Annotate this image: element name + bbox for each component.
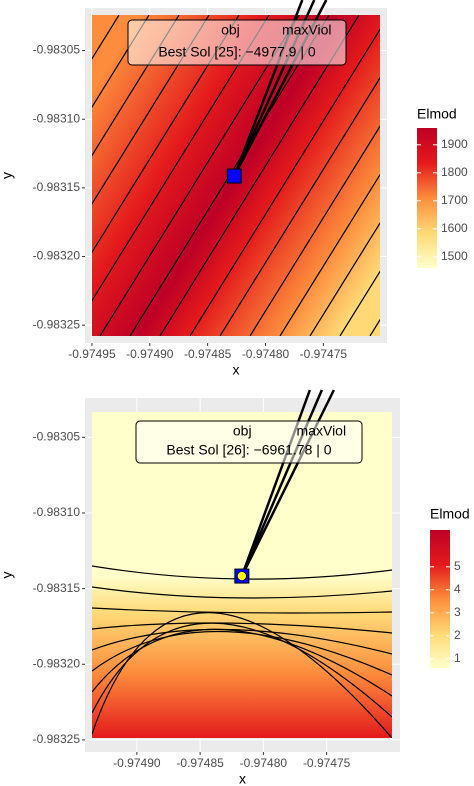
contour-line (189, 28, 380, 336)
x-tick-label: -0.97485 (184, 347, 232, 361)
colorbar (417, 128, 437, 268)
annotation-text: Best Sol [25]: −4977.9 | 0 (158, 44, 316, 60)
contour-line (99, 15, 300, 336)
contour-line (92, 15, 210, 205)
y-tick-label: -0.98310 (33, 505, 81, 519)
contour-lines (92, 15, 380, 336)
y-tick-label: -0.98325 (33, 317, 81, 331)
contour-line (219, 76, 380, 336)
x-axis-title: x (233, 362, 240, 378)
annotation-header: obj (221, 22, 240, 38)
colorbar-label: 1800 (441, 165, 468, 179)
x-tick-label: -0.97490 (126, 347, 174, 361)
contour-line (92, 622, 392, 718)
contour-lines (92, 565, 392, 738)
y-axis-title: y (0, 172, 15, 179)
y-axis-title: y (0, 572, 15, 579)
best-solution-dot (237, 571, 247, 581)
x-tick-label: -0.97475 (303, 756, 351, 770)
y-tick-label: -0.98325 (33, 732, 81, 746)
contour-line (92, 15, 270, 302)
colorbar (430, 530, 450, 668)
colorbar-label: 2 (454, 628, 461, 642)
x-axis-title: x (239, 771, 246, 786)
y-tick-label: -0.98305 (33, 430, 81, 444)
contour-line (92, 628, 392, 697)
legend-title: Elmod (417, 106, 457, 122)
annotation-box (127, 19, 347, 66)
contour-line (92, 15, 240, 254)
colorbar-label: 1900 (441, 137, 468, 151)
y-tick-label: -0.98305 (33, 43, 81, 57)
legend-title: Elmod (430, 506, 470, 522)
colorbar-label: 1700 (441, 193, 468, 207)
contour-line (92, 15, 180, 157)
contour-line (92, 630, 392, 676)
x-tick-label: -0.97480 (240, 756, 288, 770)
contour-line (249, 125, 380, 336)
colorbar-label: 1500 (441, 249, 468, 263)
contour-line (279, 173, 380, 336)
y-tick-label: -0.98315 (33, 180, 81, 194)
best-solution-marker (226, 168, 242, 184)
annotation-header: maxViol (297, 423, 347, 439)
colorbar-label: 3 (454, 605, 461, 619)
x-tick-label: -0.97480 (242, 347, 290, 361)
annotation-header: maxViol (282, 22, 332, 38)
colorbar-label: 1 (454, 651, 461, 665)
contour-line (92, 612, 392, 738)
contour-line (309, 221, 380, 336)
annotation-box (135, 420, 363, 464)
x-tick-label: -0.97485 (176, 756, 224, 770)
annotation-text: Best Sol [26]: −6961.78 | 0 (166, 442, 331, 458)
y-tick-label: -0.98315 (33, 581, 81, 595)
x-tick-label: -0.97495 (68, 347, 116, 361)
contour-line (159, 15, 360, 336)
x-tick-label: -0.97490 (113, 756, 161, 770)
contour-line (92, 15, 150, 109)
colorbar-label: 5 (454, 559, 461, 573)
contour-line (339, 270, 380, 336)
contour-line (92, 622, 392, 634)
colorbar-label: 4 (454, 582, 461, 596)
y-tick-label: -0.98310 (33, 111, 81, 125)
contour-line (92, 607, 392, 614)
y-tick-label: -0.98320 (33, 656, 81, 670)
contour-line (92, 586, 392, 599)
colorbar-label: 1600 (441, 221, 468, 235)
x-tick-label: -0.97475 (300, 347, 348, 361)
y-tick-label: -0.98320 (33, 249, 81, 263)
annotation-header: obj (233, 423, 252, 439)
